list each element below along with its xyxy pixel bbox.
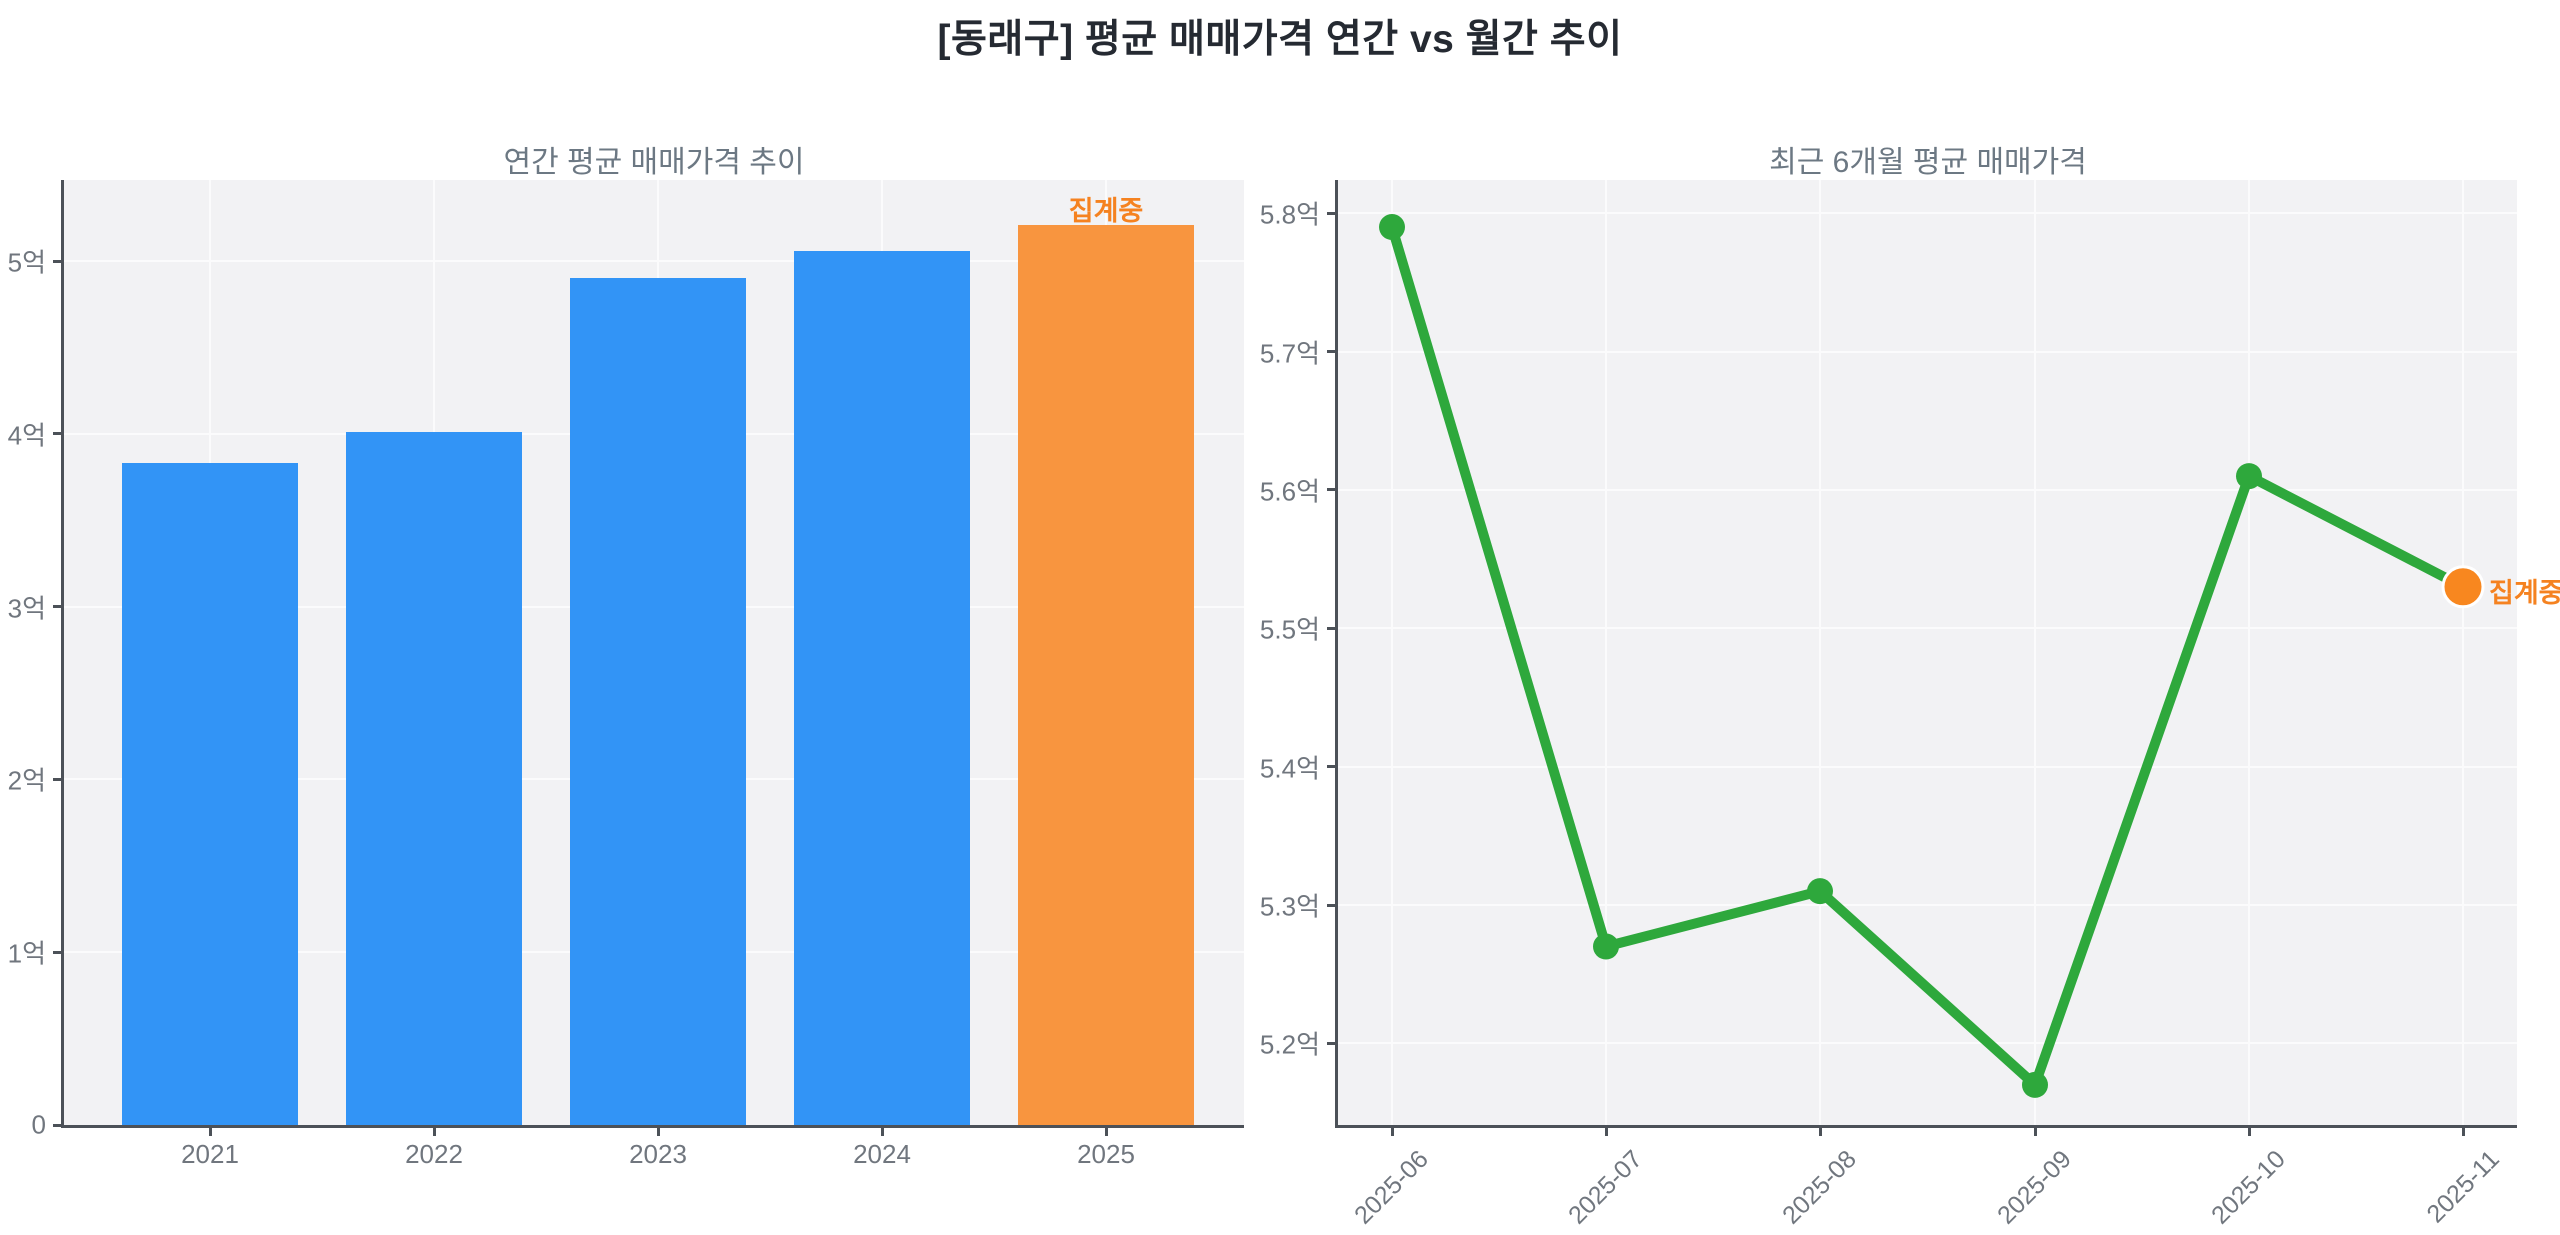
y-tick-mark (53, 605, 61, 609)
bar-2023 (570, 278, 746, 1125)
trend-line-svg (1379, 214, 2485, 1098)
x-axis-tick-label: 2023 (629, 1139, 687, 1169)
x-tick-mark (880, 1128, 884, 1136)
grid-line-horizontal (1338, 350, 2517, 353)
y-tick-mark (1327, 488, 1335, 492)
x-tick-mark (2033, 1128, 2037, 1136)
grid-line-horizontal (1338, 627, 2517, 630)
y-axis-tick-label: 2억 (7, 765, 46, 796)
trend-line (1387, 222, 2468, 1090)
bar-2024 (794, 250, 970, 1125)
x-tick-mark (2247, 1128, 2251, 1136)
y-tick-mark (53, 950, 61, 954)
y-tick-mark (1327, 1041, 1335, 1045)
y-axis-tick-label: 0 (31, 1109, 46, 1140)
y-axis-tick-label: 3억 (7, 593, 46, 624)
grid-line-vertical (2248, 180, 2250, 1125)
grid-line-horizontal (1338, 1042, 2517, 1045)
x-axis-line (61, 1125, 1244, 1128)
x-axis-tick-label: 2025-06 (1349, 1145, 1434, 1230)
y-axis-tick-label: 5.3억 (1259, 891, 1320, 922)
y-axis-tick-label: 5억 (7, 247, 46, 278)
y-tick-mark (53, 432, 61, 436)
x-tick-mark (1818, 1128, 1822, 1136)
grid-line-horizontal (1338, 765, 2517, 768)
y-axis-tick-label: 5.7억 (1259, 338, 1320, 369)
y-tick-mark (53, 1123, 61, 1127)
data-point-2025-09 (2022, 1071, 2048, 1098)
bar-2021 (122, 463, 298, 1125)
y-axis-line (61, 180, 64, 1128)
bar-2025 (1018, 224, 1194, 1125)
aggregating-label-bar: 집계중 (1068, 195, 1144, 226)
y-tick-mark (1327, 626, 1335, 630)
x-axis-tick-label: 2025 (1077, 1139, 1135, 1169)
y-axis-tick-label: 4억 (7, 420, 46, 451)
grid-line-horizontal (64, 260, 1244, 263)
aggregating-label-line: 집계중 (2489, 577, 2560, 608)
y-tick-mark (1327, 903, 1335, 907)
data-point-2025-07 (1593, 933, 1619, 960)
line-plot-area (1338, 180, 2517, 1125)
data-point-2025-10 (2236, 463, 2262, 490)
grid-line-horizontal (1338, 212, 2517, 215)
grid-line-horizontal (1338, 904, 2517, 906)
x-tick-mark (1604, 1128, 1608, 1136)
x-axis-tick-label: 2025-07 (1563, 1145, 1648, 1230)
y-tick-mark (1327, 765, 1335, 769)
grid-line-vertical (1819, 180, 1821, 1125)
grid-line-vertical (1605, 180, 1607, 1125)
grid-line-horizontal (1338, 488, 2517, 491)
y-tick-mark (1327, 350, 1335, 354)
y-tick-mark (53, 777, 61, 781)
grid-line-vertical (1391, 180, 1393, 1125)
x-axis-tick-label: 2025-10 (2206, 1145, 2291, 1230)
x-tick-mark (656, 1128, 660, 1136)
x-tick-mark (1104, 1128, 1108, 1136)
data-point-2025-11 (2441, 565, 2485, 609)
x-axis-tick-label: 2021 (181, 1139, 239, 1169)
data-point-2025-06 (1379, 214, 1405, 241)
x-tick-mark (2461, 1128, 2465, 1136)
y-axis-tick-label: 5.4억 (1259, 753, 1320, 784)
y-axis-tick-label: 1억 (7, 938, 46, 969)
y-tick-mark (53, 259, 61, 263)
page-title: [동래구] 평균 매매가격 연간 vs 월간 추이 (937, 18, 1623, 61)
x-tick-mark (432, 1128, 436, 1136)
y-tick-mark (1327, 211, 1335, 215)
bar-chart-title: 연간 평균 매매가격 추이 (503, 146, 805, 179)
bar-2022 (346, 432, 522, 1125)
x-tick-mark (208, 1128, 212, 1136)
x-tick-mark (1390, 1128, 1394, 1136)
line-chart-title: 최근 6개월 평균 매매가격 (1769, 146, 2087, 179)
y-axis-tick-label: 5.8억 (1259, 199, 1320, 230)
grid-line-vertical (2034, 180, 2036, 1125)
x-axis-tick-label: 2025-08 (1777, 1145, 1862, 1230)
x-axis-tick-label: 2025-09 (1992, 1145, 2077, 1230)
y-axis-tick-label: 5.6억 (1259, 476, 1320, 507)
y-axis-line (1335, 180, 1338, 1128)
x-axis-tick-label: 2024 (853, 1139, 911, 1169)
grid-line-vertical (2462, 180, 2464, 1125)
x-axis-tick-label: 2025-11 (2421, 1145, 2505, 1229)
x-axis-line (1335, 1125, 2517, 1128)
y-axis-tick-label: 5.5억 (1259, 614, 1320, 645)
x-axis-tick-label: 2022 (405, 1139, 463, 1169)
y-axis-tick-label: 5.2억 (1259, 1029, 1320, 1060)
data-point-2025-08 (1807, 878, 1833, 905)
